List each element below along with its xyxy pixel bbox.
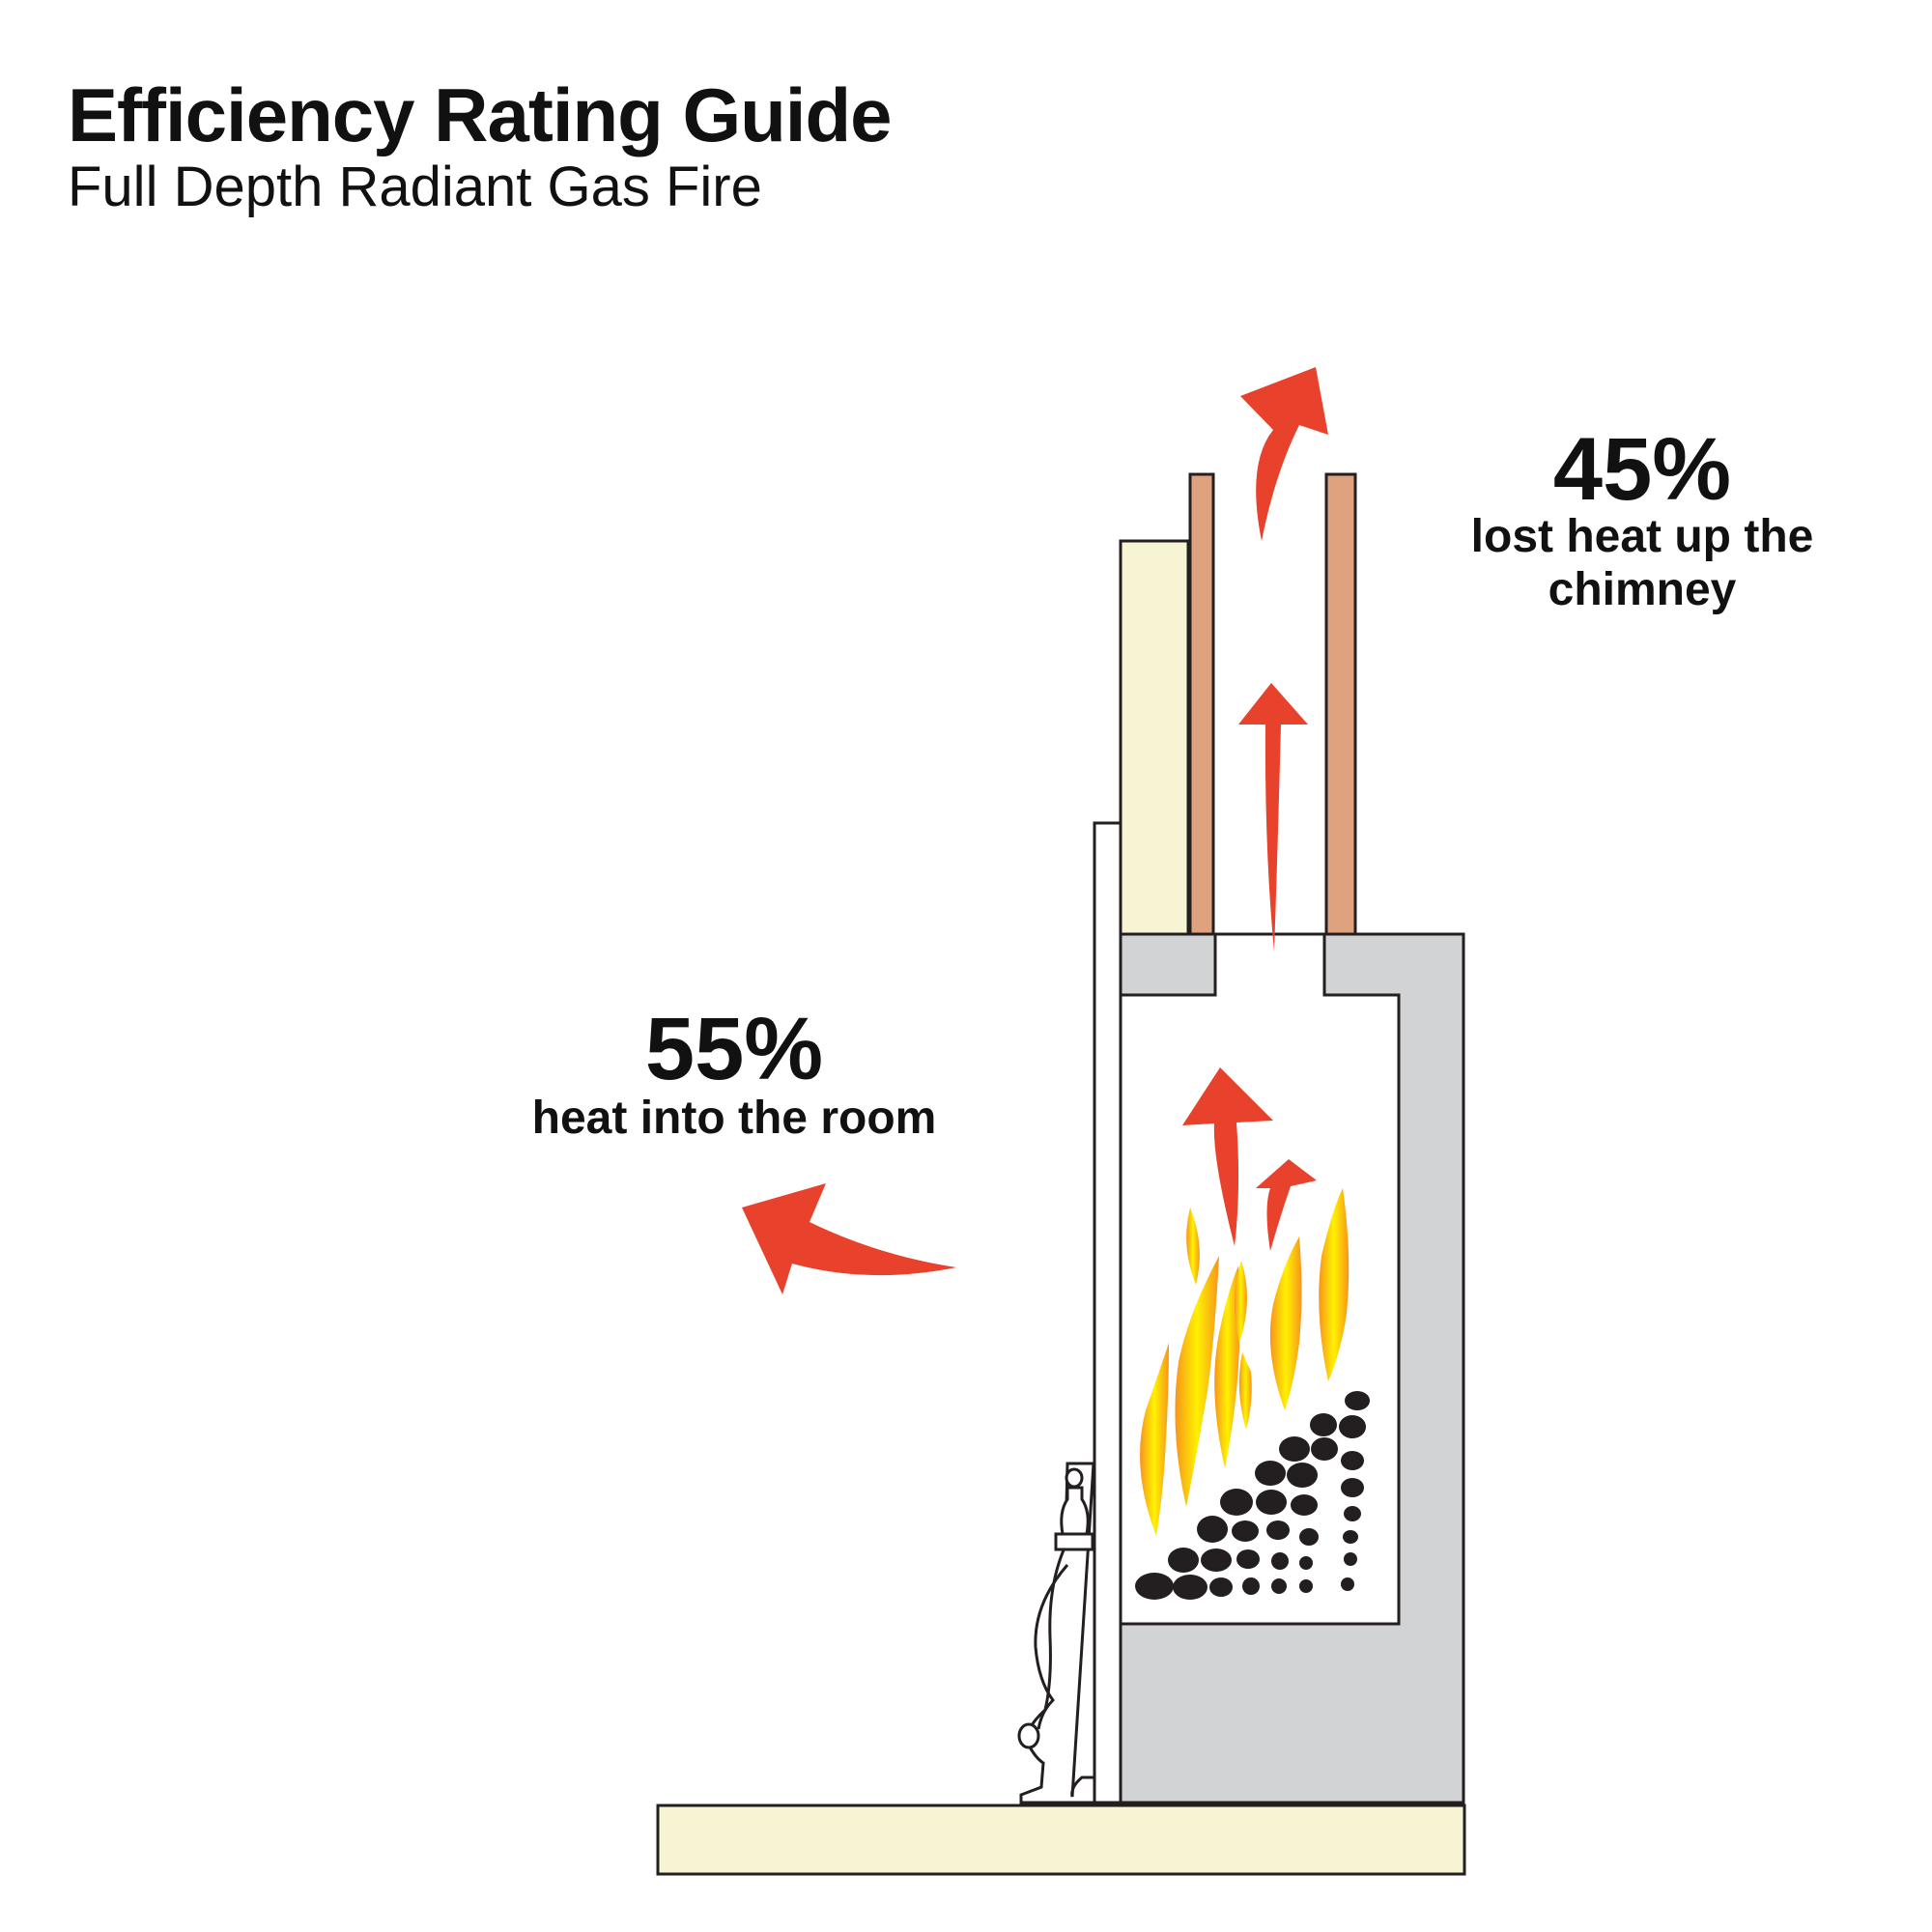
chimney-loss-caption-line2: chimney (1548, 564, 1737, 616)
room-heat-percent: 55% (644, 1000, 824, 1098)
flame (1234, 1261, 1248, 1343)
chimney-breast (1119, 539, 1190, 936)
chimney-exit-arrow (1240, 367, 1328, 541)
chimney-loss-caption-line1: lost heat up the (1470, 511, 1814, 562)
coal (1256, 1490, 1287, 1515)
coal (1255, 1461, 1286, 1486)
flue-arrow (1238, 683, 1308, 952)
coal (1341, 1478, 1364, 1497)
coal (1266, 1520, 1290, 1540)
coal (1345, 1391, 1370, 1410)
flame (1186, 1208, 1200, 1285)
coal (1242, 1577, 1260, 1595)
coal (1341, 1451, 1364, 1470)
fender-finial-base (1054, 1532, 1094, 1551)
coal (1299, 1528, 1319, 1546)
coal (1344, 1552, 1357, 1566)
flame (1319, 1188, 1350, 1381)
room-heat-caption: heat into the room (531, 1093, 937, 1144)
coal (1287, 1463, 1318, 1488)
coal (1339, 1415, 1366, 1438)
flame (1238, 1352, 1252, 1430)
flames (1140, 1188, 1350, 1536)
fire-front-panel (1093, 821, 1122, 1804)
coal (1343, 1530, 1358, 1544)
coal (1209, 1577, 1233, 1597)
coal (1311, 1437, 1338, 1461)
coal (1201, 1548, 1232, 1572)
coal (1310, 1413, 1337, 1436)
hearth (656, 1804, 1466, 1876)
coal (1291, 1494, 1318, 1516)
coal (1299, 1579, 1313, 1593)
coal (1220, 1489, 1253, 1516)
coal (1135, 1573, 1174, 1600)
page-subtitle: Full Depth Radiant Gas Fire (68, 156, 762, 218)
coal (1236, 1549, 1260, 1569)
flue-liner-left (1188, 472, 1215, 936)
page-title: Efficiency Rating Guide (68, 72, 892, 157)
fender-knob (1017, 1722, 1040, 1749)
room-heat-arrow (742, 1183, 956, 1294)
coal (1344, 1506, 1361, 1521)
coal (1299, 1556, 1313, 1570)
flue-liner-right (1324, 472, 1357, 936)
chimney-loss-caption: lost heat up the chimney (1391, 510, 1893, 616)
flame (1214, 1265, 1240, 1468)
fender-finial-top (1065, 1467, 1084, 1489)
coal-bed (1135, 1391, 1370, 1600)
coal (1232, 1520, 1259, 1542)
chimney-loss-percent: 45% (1552, 420, 1732, 519)
coal (1271, 1552, 1289, 1570)
flame (1175, 1256, 1219, 1507)
fender-finial (1060, 1486, 1090, 1536)
heat-arrows (742, 367, 1328, 1294)
coal (1271, 1578, 1287, 1594)
coal (1341, 1577, 1354, 1591)
firebox-chamber (1119, 932, 1401, 1626)
coal (1173, 1575, 1208, 1600)
flame (1140, 1343, 1169, 1536)
firebox-arrow-large (1182, 1067, 1273, 1246)
flame (1269, 1236, 1302, 1410)
fender-post-curve (1034, 1564, 1069, 1730)
coal (1168, 1548, 1199, 1573)
coal (1279, 1436, 1310, 1462)
coal (1197, 1516, 1228, 1543)
firebox-arrow-small (1256, 1159, 1317, 1251)
